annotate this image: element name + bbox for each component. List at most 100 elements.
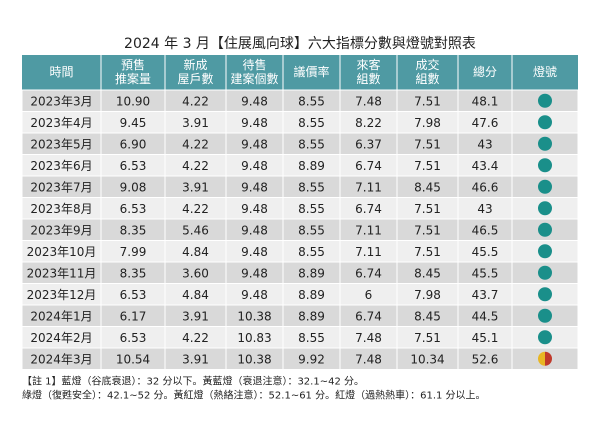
cell: 4.84 — [182, 288, 209, 302]
note: 【註 1】藍燈（谷底衰退）：32 分以下。黃藍燈（衰退注意）：32.1~42 分… — [22, 375, 364, 388]
cell: 8.55 — [298, 202, 325, 216]
cell: 3.60 — [182, 266, 209, 280]
header-cell: 建案個數 — [230, 71, 278, 86]
cell: 2023年10月 — [27, 245, 97, 259]
header-cell: 成交 — [415, 57, 439, 72]
cell: 9.48 — [241, 116, 268, 130]
signal-light — [538, 244, 552, 259]
cell: 6 — [365, 288, 373, 302]
cell: 6.53 — [120, 202, 147, 216]
cell: 6.90 — [120, 137, 147, 151]
signal-light — [538, 201, 552, 216]
cell: 8.55 — [298, 94, 325, 108]
cell: 6.74 — [355, 159, 382, 173]
cell: 4.22 — [182, 202, 209, 216]
cell: 2023年8月 — [30, 202, 92, 216]
cell: 47.6 — [472, 116, 499, 130]
cell: 52.6 — [472, 352, 499, 366]
cell: 2024年1月 — [30, 309, 92, 323]
cell: 46.6 — [472, 180, 499, 194]
cell: 44.5 — [472, 309, 499, 323]
cell: 43 — [477, 137, 492, 151]
signal-light — [538, 136, 552, 151]
cell: 2023年6月 — [30, 159, 92, 173]
signal-light-left — [538, 351, 545, 366]
cell: 9.48 — [241, 180, 268, 194]
cell: 6.74 — [355, 202, 382, 216]
cell: 45.1 — [472, 331, 499, 345]
cell: 3.91 — [182, 309, 209, 323]
cell: 4.22 — [182, 137, 209, 151]
header-cell: 組數 — [356, 72, 380, 86]
cell: 8.45 — [414, 180, 441, 194]
cell: 9.45 — [120, 116, 147, 130]
cell: 8.35 — [120, 223, 147, 237]
signal-light — [538, 287, 552, 302]
signal-light — [538, 308, 552, 323]
header-cell: 新成 — [183, 57, 207, 72]
cell: 2023年3月 — [30, 94, 92, 108]
cell: 7.11 — [355, 223, 382, 237]
cell: 7.51 — [414, 331, 441, 345]
cell: 8.89 — [298, 159, 325, 173]
cell: 9.48 — [241, 137, 268, 151]
header-cell: 總分 — [473, 64, 497, 79]
cell: 8.89 — [298, 288, 325, 302]
row-bg — [21, 347, 579, 370]
cell: 10.34 — [410, 352, 444, 366]
cell: 8.35 — [120, 266, 147, 280]
cell: 43.4 — [472, 159, 499, 173]
cell: 10.38 — [237, 352, 271, 366]
cell: 6.74 — [355, 266, 382, 280]
cell: 7.51 — [414, 94, 441, 108]
signal-light-right — [545, 351, 552, 366]
cell: 10.38 — [237, 309, 271, 323]
cell: 6.53 — [120, 331, 147, 345]
cell: 7.48 — [355, 331, 382, 345]
signal-light — [538, 330, 552, 345]
title: 2024 年 3 月【住展風向球】六大指標分數與燈號對照表 — [124, 36, 476, 52]
cell: 3.91 — [182, 180, 209, 194]
cell: 2023年9月 — [30, 223, 92, 237]
cell: 10.90 — [116, 94, 150, 108]
cell: 8.55 — [298, 137, 325, 151]
header-cell: 屋戶數 — [177, 72, 213, 86]
header-cell: 預售 — [121, 57, 145, 72]
header-cell: 組數 — [415, 72, 439, 86]
cell: 9.48 — [241, 266, 268, 280]
cell: 9.48 — [241, 223, 268, 237]
cell: 7.48 — [355, 94, 382, 108]
cell: 2024年2月 — [30, 331, 92, 345]
cell: 7.51 — [414, 159, 441, 173]
cell: 2023年11月 — [27, 266, 97, 280]
cell: 2023年4月 — [30, 116, 92, 130]
note: 綠燈（復甦安全）：42.1~52 分。黃紅燈（熱絡注意）：52.1~61 分。紅… — [22, 389, 486, 402]
cell: 8.45 — [414, 266, 441, 280]
signal-light — [538, 93, 552, 108]
cell: 9.48 — [241, 159, 268, 173]
cell: 9.92 — [298, 352, 325, 366]
cell: 8.55 — [298, 180, 325, 194]
cell: 7.98 — [414, 116, 441, 130]
cell: 2024年3月 — [30, 352, 92, 366]
cell: 9.08 — [120, 180, 147, 194]
cell: 9.48 — [241, 202, 268, 216]
cell: 10.54 — [116, 352, 150, 366]
cell: 7.98 — [414, 288, 441, 302]
header-cell: 時間 — [49, 65, 73, 79]
cell: 6.53 — [120, 288, 147, 302]
cell: 9.48 — [241, 288, 268, 302]
cell: 8.22 — [355, 116, 382, 130]
cell: 7.11 — [355, 245, 382, 259]
cell: 6.53 — [120, 159, 147, 173]
cell: 7.51 — [414, 137, 441, 151]
cell: 7.11 — [355, 180, 382, 194]
header-cell: 待售 — [242, 57, 266, 72]
header-cell: 推案量 — [115, 71, 151, 86]
cell: 2023年12月 — [27, 288, 97, 302]
cell: 4.84 — [182, 245, 209, 259]
cell: 7.51 — [414, 202, 441, 216]
cell: 10.83 — [237, 331, 271, 345]
signal-light — [538, 179, 552, 194]
